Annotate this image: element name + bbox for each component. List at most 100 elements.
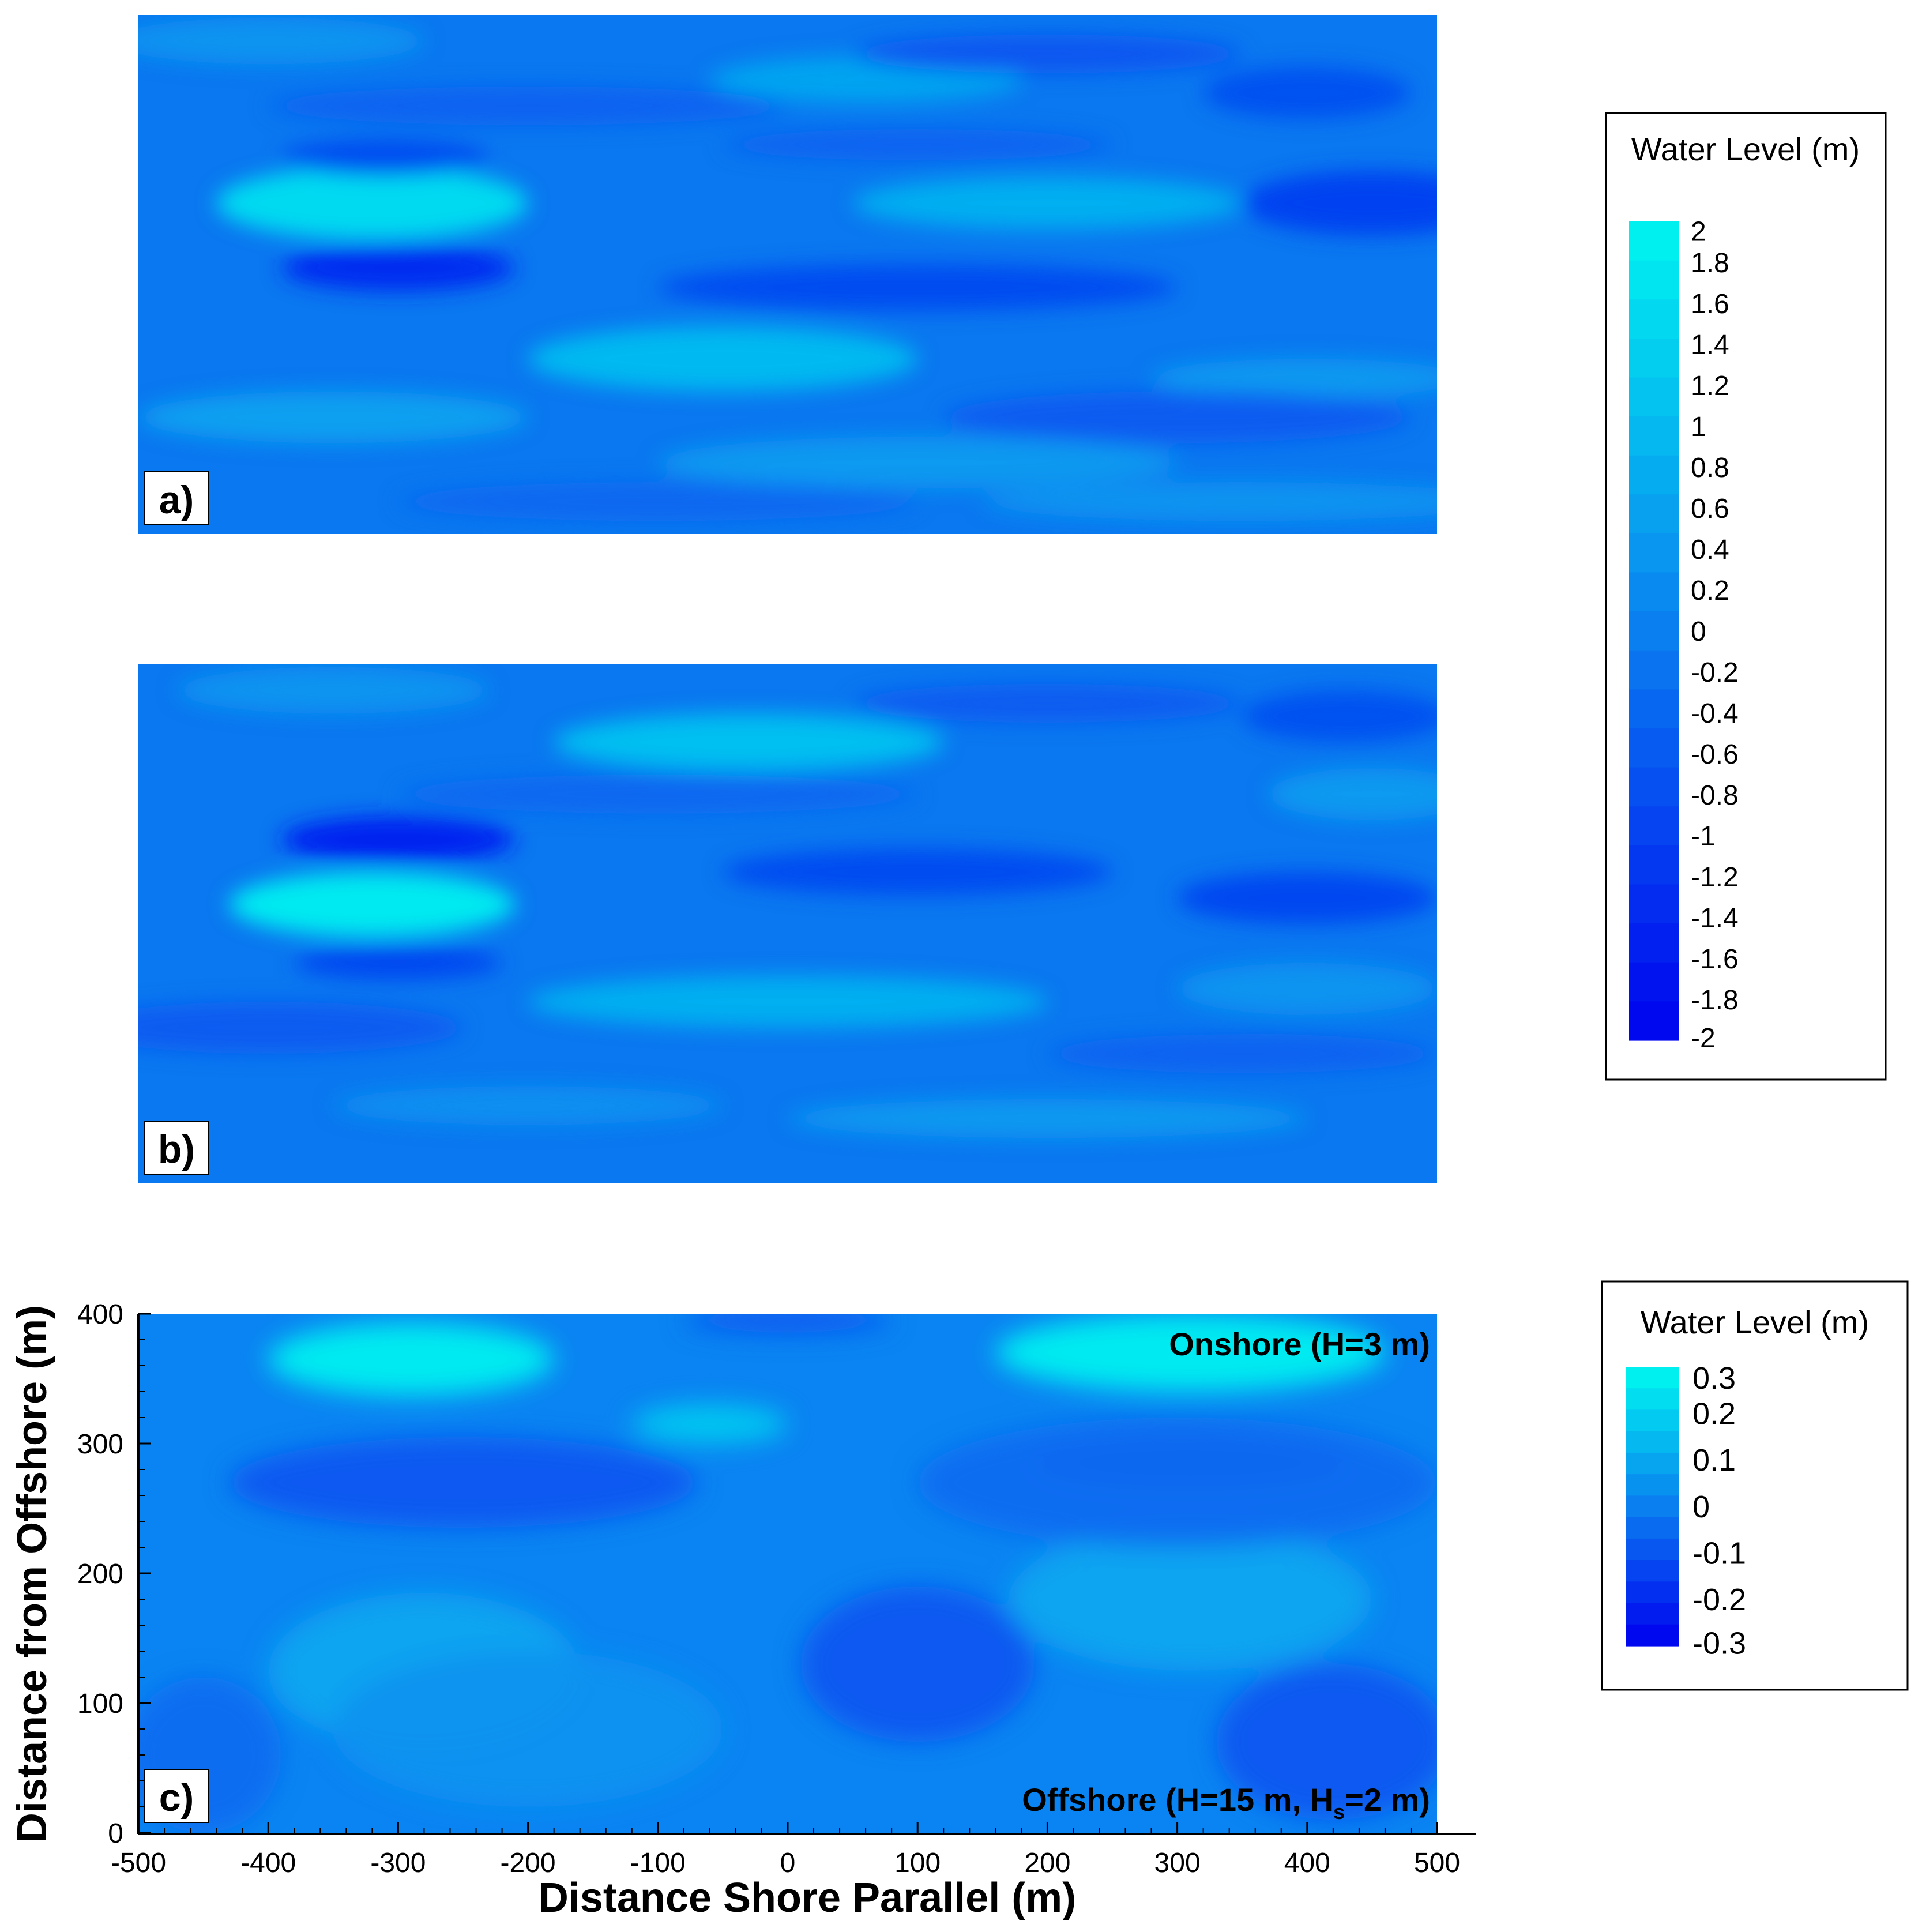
colorbar-band xyxy=(1626,1388,1679,1411)
contour-feature xyxy=(1242,171,1437,236)
offshore-annotation-subscript: s xyxy=(1333,1800,1345,1824)
panel-a-label: a) xyxy=(159,478,194,522)
colorbar-tick-label: -1.4 xyxy=(1691,903,1739,934)
contour-feature xyxy=(138,17,424,65)
colorbar-band xyxy=(1629,572,1679,612)
contour-feature xyxy=(216,167,528,240)
colorbar-tick-label: 1 xyxy=(1691,412,1706,442)
onshore-annotation: Onshore (H=3 m) xyxy=(1169,1326,1430,1362)
colorbar-tick-label: 0.1 xyxy=(1692,1443,1736,1478)
colorbar-tick-label: 0.2 xyxy=(1692,1397,1736,1431)
colorbar-top-ticks: 21.8 1.6 1.4 1.2 1 0.8 0.6 0.4 0.2 0 -0.2 -0.4 -0.6 -… xyxy=(1691,217,1739,1054)
colorbar-band xyxy=(1629,923,1679,963)
contour-feature xyxy=(528,976,1048,1028)
colorbar-tick-label: -1 xyxy=(1691,821,1716,852)
contour-feature xyxy=(138,1002,463,1054)
colorbar-top-title: Water Level (m) xyxy=(1631,131,1860,167)
colorbar-tick-label: -0.3 xyxy=(1692,1626,1746,1661)
colorbar-tick-label: 1.6 xyxy=(1691,289,1729,320)
contour-feature xyxy=(982,482,1437,521)
contour-feature xyxy=(1203,67,1411,119)
colorbar-band xyxy=(1629,845,1679,885)
colorbar-band xyxy=(1626,1409,1679,1432)
colorbar-tick-label: 0 xyxy=(1692,1490,1710,1524)
contour-feature xyxy=(268,86,788,126)
panel-a-field xyxy=(138,17,1437,521)
x-tick-label: 0 xyxy=(780,1848,796,1878)
colorbar-band xyxy=(1629,1001,1679,1041)
contour-feature xyxy=(268,1322,554,1396)
colorbar-tick-label: -0.1 xyxy=(1692,1536,1746,1571)
colorbar-tick-label: -0.4 xyxy=(1691,698,1739,729)
x-tick-label: -100 xyxy=(630,1848,686,1878)
panel-a-label-box xyxy=(144,471,209,525)
contour-feature xyxy=(554,713,944,771)
x-tick-label: -400 xyxy=(240,1848,296,1878)
contour-feature xyxy=(1177,963,1437,1015)
contour-feature xyxy=(528,326,918,392)
panel-c-label: c) xyxy=(159,1776,194,1820)
colorbar-band xyxy=(1629,767,1679,807)
contour-feature xyxy=(281,140,490,176)
panel-a: a) xyxy=(138,15,1437,534)
offshore-annotation-tail: =2 m) xyxy=(1345,1781,1430,1818)
contour-feature xyxy=(229,872,516,937)
contour-feature xyxy=(852,34,1243,74)
colorbar-band xyxy=(1626,1517,1679,1539)
x-tick-label: 300 xyxy=(1154,1848,1201,1878)
colorbar-band xyxy=(1626,1538,1679,1561)
x-tick-label: -300 xyxy=(370,1848,426,1878)
y-tick-label: 300 xyxy=(77,1429,123,1460)
panel-c-axes: -500 -400 -300 -200 -100 0 100 200 300 400 500 0 100… xyxy=(77,1299,1476,1878)
contour-feature xyxy=(1047,1034,1437,1073)
x-tick-label: 100 xyxy=(894,1848,941,1878)
colorbar-tick-label: -0.2 xyxy=(1691,657,1739,688)
colorbar-band xyxy=(1626,1603,1679,1625)
colorbar-band xyxy=(1629,806,1679,846)
colorbar-band xyxy=(1629,260,1679,300)
x-axis-label: Distance Shore Parallel (m) xyxy=(539,1875,1076,1921)
colorbar-band xyxy=(1629,962,1679,1002)
x-tick-label: 500 xyxy=(1414,1848,1460,1878)
colorbar-band xyxy=(1629,884,1679,924)
y-tick-label: 0 xyxy=(108,1818,123,1849)
panel-c-label-box xyxy=(144,1769,209,1823)
x-tick-label: -200 xyxy=(501,1848,556,1878)
contour-feature xyxy=(294,946,502,980)
colorbar-tick-label: 1.8 xyxy=(1691,248,1729,279)
colorbar-tick-label: 1.2 xyxy=(1691,371,1729,401)
colorbar-tick-label: -1.8 xyxy=(1691,985,1739,1016)
colorbar-tick-label: 0.8 xyxy=(1691,453,1729,483)
colorbar-tick-label: 0.4 xyxy=(1691,535,1729,565)
y-axis-label: Distance from Offshore (m) xyxy=(9,1305,55,1843)
colorbar-bottom-legend: Water Level (m) 0.30.2 0.1 0 -0.1 -0.2 -0.3 xyxy=(1601,1280,1909,1691)
colorbar-band xyxy=(1629,416,1679,456)
contour-feature xyxy=(398,482,918,521)
colorbar-band xyxy=(1629,299,1679,339)
offshore-annotation-main: Offshore (H=15 m, H xyxy=(1022,1781,1333,1818)
colorbar-band xyxy=(1629,533,1679,573)
contour-feature xyxy=(1216,1664,1437,1820)
contour-feature xyxy=(177,667,490,714)
colorbar-band xyxy=(1626,1474,1679,1496)
contour-feature xyxy=(995,1314,1385,1392)
panel-b: b) xyxy=(138,664,1437,1183)
contour-feature xyxy=(229,1437,697,1528)
colorbar-tick-label: -1.2 xyxy=(1691,862,1739,893)
panel-b-field xyxy=(138,667,1437,1138)
contour-feature xyxy=(852,683,1243,723)
contour-feature xyxy=(1151,359,1437,398)
colorbar-top-bands xyxy=(1629,221,1679,1041)
colorbar-tick-label: -2 xyxy=(1691,1023,1716,1054)
colorbar-band xyxy=(1626,1367,1679,1389)
contour-feature xyxy=(281,816,516,863)
colorbar-band xyxy=(1626,1431,1679,1453)
contour-feature xyxy=(800,1586,1035,1742)
offshore-annotation: Offshore (H=15 m, Hs=2 m) xyxy=(1022,1781,1430,1824)
colorbar-top-legend: Water Level (m) 21.8 1.6 1.4 1.2 1 0.8 0.6 0.4 0… xyxy=(1605,112,1887,1081)
panel-c-field xyxy=(138,1314,1437,1833)
colorbar-band xyxy=(1626,1581,1679,1604)
panel-b-label-box xyxy=(144,1121,209,1175)
colorbar-band xyxy=(1629,728,1679,768)
